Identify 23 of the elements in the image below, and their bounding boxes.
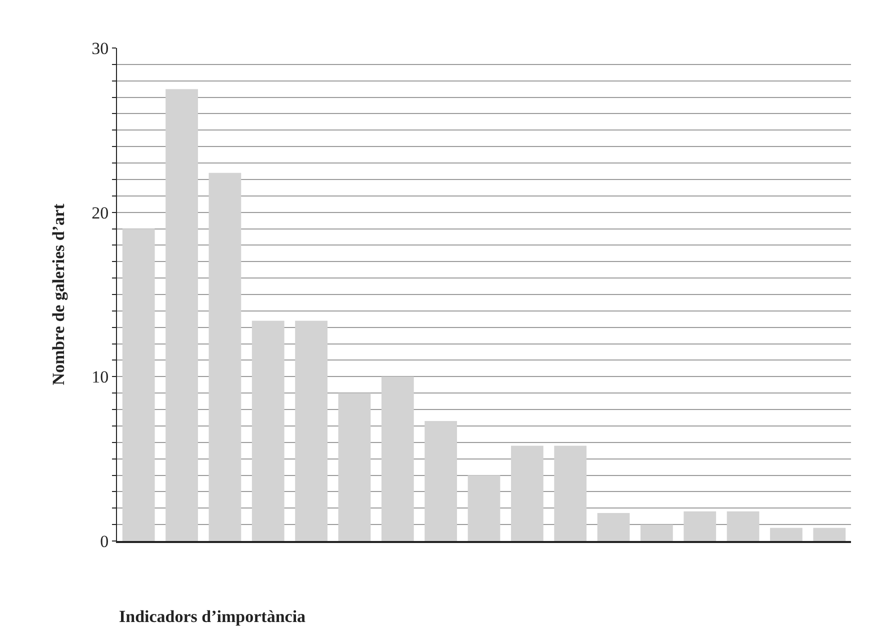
bar	[468, 475, 500, 541]
bar	[166, 89, 198, 541]
bar	[338, 393, 371, 541]
bar	[640, 524, 673, 541]
bar	[684, 511, 716, 541]
bar	[597, 513, 630, 541]
bar	[554, 446, 587, 541]
bar	[381, 376, 414, 541]
bar	[424, 421, 458, 541]
bar	[726, 511, 760, 541]
bar	[510, 446, 544, 541]
bar	[252, 320, 284, 541]
bar	[208, 172, 242, 541]
y-tick-label: 10	[92, 368, 109, 387]
y-axis-title: Nombre de galeries d’art	[49, 203, 68, 386]
bar	[295, 320, 328, 541]
bar	[813, 528, 846, 541]
y-tick-label: 0	[100, 532, 109, 551]
y-tick-label: 30	[92, 38, 109, 58]
y-tick-label: 20	[92, 203, 109, 222]
bar	[770, 528, 802, 541]
bar	[122, 228, 155, 541]
x-axis-title: Indicadors d’importància	[119, 607, 306, 626]
